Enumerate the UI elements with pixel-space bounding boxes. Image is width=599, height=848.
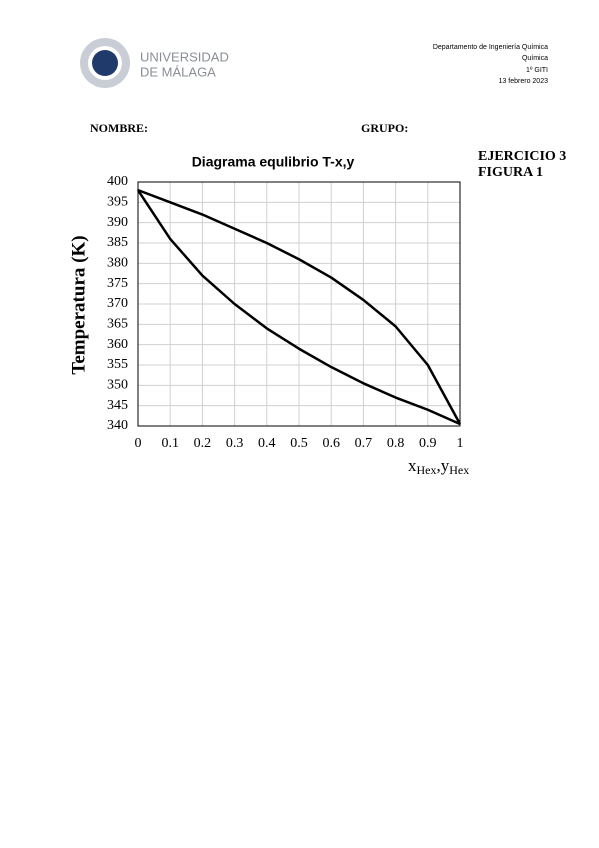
header-info: 1º GITI [526,67,548,74]
x-tick-label: 0.3 [226,436,244,451]
y-tick-label: 390 [107,215,128,230]
chart-title: Diagrama equlibrio T-x,y [192,154,355,170]
y-tick-label: 370 [107,296,128,311]
x-axis-label: xHex,yHex [408,456,469,477]
y-axis-label: Temperatura (K) [68,235,89,374]
y-tick-label: 355 [107,357,128,372]
y-tick-label: 350 [107,378,128,393]
x-tick-label: 0.6 [322,436,340,451]
x-tick-label: 0.5 [290,436,308,451]
x-tick-label: 0.1 [161,436,179,451]
y-tick-label: 395 [107,195,128,210]
x-axis-label-subscript: Hex [417,463,437,477]
name-field: NOMBRE: [90,121,148,135]
x-tick-label: 0 [135,436,142,451]
y-tick-label: 400 [107,174,128,189]
header-info: Química [522,55,548,62]
y-tick-label: 375 [107,276,128,291]
exercise-label: FIGURA 1 [478,165,543,180]
x-tick-label: 0.7 [355,436,373,451]
group-field: GRUPO: [361,121,408,135]
line-series [136,189,461,426]
university-line: UNIVERSIDAD [140,49,229,64]
university-line: DE MÁLAGA [140,64,216,79]
y-tick-label: 340 [107,418,128,433]
y-tick-label: 360 [107,337,128,352]
x-tick-label: 0.9 [419,436,437,451]
header-info: Departamento de Ingeniería Química [433,44,548,51]
exercise-label: EJERCICIO 3 [478,149,566,164]
plot-frame [137,181,461,427]
x-tick-label: 0.8 [387,436,405,451]
y-tick-label: 365 [107,317,128,332]
y-tick-label: 385 [107,235,128,250]
x-axis-label-part: ,y [437,456,450,475]
x-axis-label-part: x [408,456,417,475]
x-axis-label-subscript: Hex [449,463,469,477]
line-series [137,188,462,425]
x-tick-label: 1 [457,436,464,451]
chart: Diagrama equlibrio T-x,y Temperatura (K)… [68,154,469,477]
y-tick-label: 380 [107,256,128,271]
y-tick-label: 345 [107,398,128,413]
x-tick-label: 0.4 [258,436,276,451]
logo-core [92,50,118,76]
x-tick-label: 0.2 [194,436,212,451]
logo [80,38,130,88]
header-info: 13 febrero 2023 [499,78,549,85]
